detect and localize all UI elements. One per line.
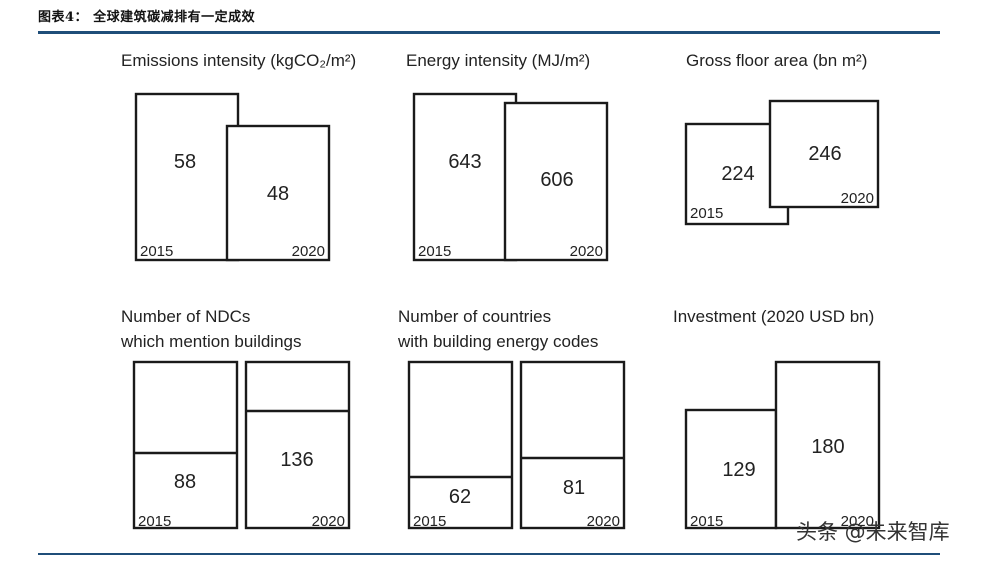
- panel-title-ndcs: Number of NDCs which mention buildings: [121, 304, 302, 354]
- panel-3-value-2020: 246: [808, 143, 841, 165]
- panel-4-frame-2020: [244, 360, 351, 530]
- watermark-text: 头条 @未来智库: [796, 520, 950, 544]
- panel-6-year-2020: 2020: [841, 513, 874, 530]
- panel-2-value-2020: 606: [540, 169, 573, 191]
- panel-1-bar-2015: [134, 92, 240, 262]
- panel-3-bar-2020: [768, 99, 880, 209]
- panel-5-frame-2020: [519, 360, 626, 530]
- panel-5-value-2015: 62: [449, 486, 471, 508]
- panel-5-value-2020: 81: [563, 477, 585, 499]
- panel-title-gross-floor-area: Gross floor area (bn m²): [686, 51, 868, 70]
- panel-title-energy-codes-line-1: Number of countries: [398, 307, 552, 326]
- bottom-divider: [38, 553, 940, 555]
- panel-2-value-2015: 643: [448, 151, 481, 173]
- panel-title-emissions-intensity: Emissions intensity (kgCO₂/m²): [121, 51, 357, 70]
- panel-1-year-2020: 2020: [292, 243, 325, 260]
- panel-2-bar-2020: [503, 101, 609, 262]
- panel-title-ndcs-line-1: Number of NDCs: [121, 307, 251, 326]
- panel-4-value-2015: 88: [174, 471, 196, 493]
- panel-4-value-2020: 136: [280, 449, 313, 471]
- panel-4-year-2020: 2020: [312, 513, 345, 530]
- figure-title: 图表4： 全球建筑碳减排有一定成效: [38, 10, 256, 25]
- top-divider: [38, 31, 940, 34]
- panel-title-energy-codes-line-2: with building energy codes: [398, 332, 599, 351]
- panel-1-value-2015: 58: [174, 151, 196, 173]
- panel-title-energy-intensity: Energy intensity (MJ/m²): [406, 51, 591, 70]
- panel-title-energy-codes: Number of countries with building energy…: [398, 304, 598, 354]
- panel-3-year-2020: 2020: [841, 190, 874, 207]
- panel-5-year-2015: 2015: [413, 513, 446, 530]
- panel-2-year-2015: 2015: [418, 243, 451, 260]
- panel-6-year-2015: 2015: [690, 513, 723, 530]
- panel-5-year-2020: 2020: [587, 513, 620, 530]
- panel-5-frame-2015: [407, 360, 514, 530]
- panel-6-bar-2020: [774, 360, 881, 530]
- panel-1-year-2015: 2015: [140, 243, 173, 260]
- panel-4-year-2015: 2015: [138, 513, 171, 530]
- panel-3-year-2015: 2015: [690, 205, 723, 222]
- panel-6-value-2020: 180: [811, 436, 844, 458]
- panel-6-bar-2015: [684, 408, 778, 530]
- panel-1-value-2020: 48: [267, 183, 289, 205]
- panel-3-value-2015: 224: [721, 163, 754, 185]
- panel-title-ndcs-line-2: which mention buildings: [121, 332, 302, 351]
- panel-2-year-2020: 2020: [570, 243, 603, 260]
- panel-6-value-2015: 129: [722, 459, 755, 481]
- panel-2-bar-2015: [412, 92, 518, 262]
- panel-4-frame-2015: [132, 360, 239, 530]
- panel-title-investment: Investment (2020 USD bn): [673, 307, 875, 326]
- panel-1-bar-2020: [225, 124, 331, 262]
